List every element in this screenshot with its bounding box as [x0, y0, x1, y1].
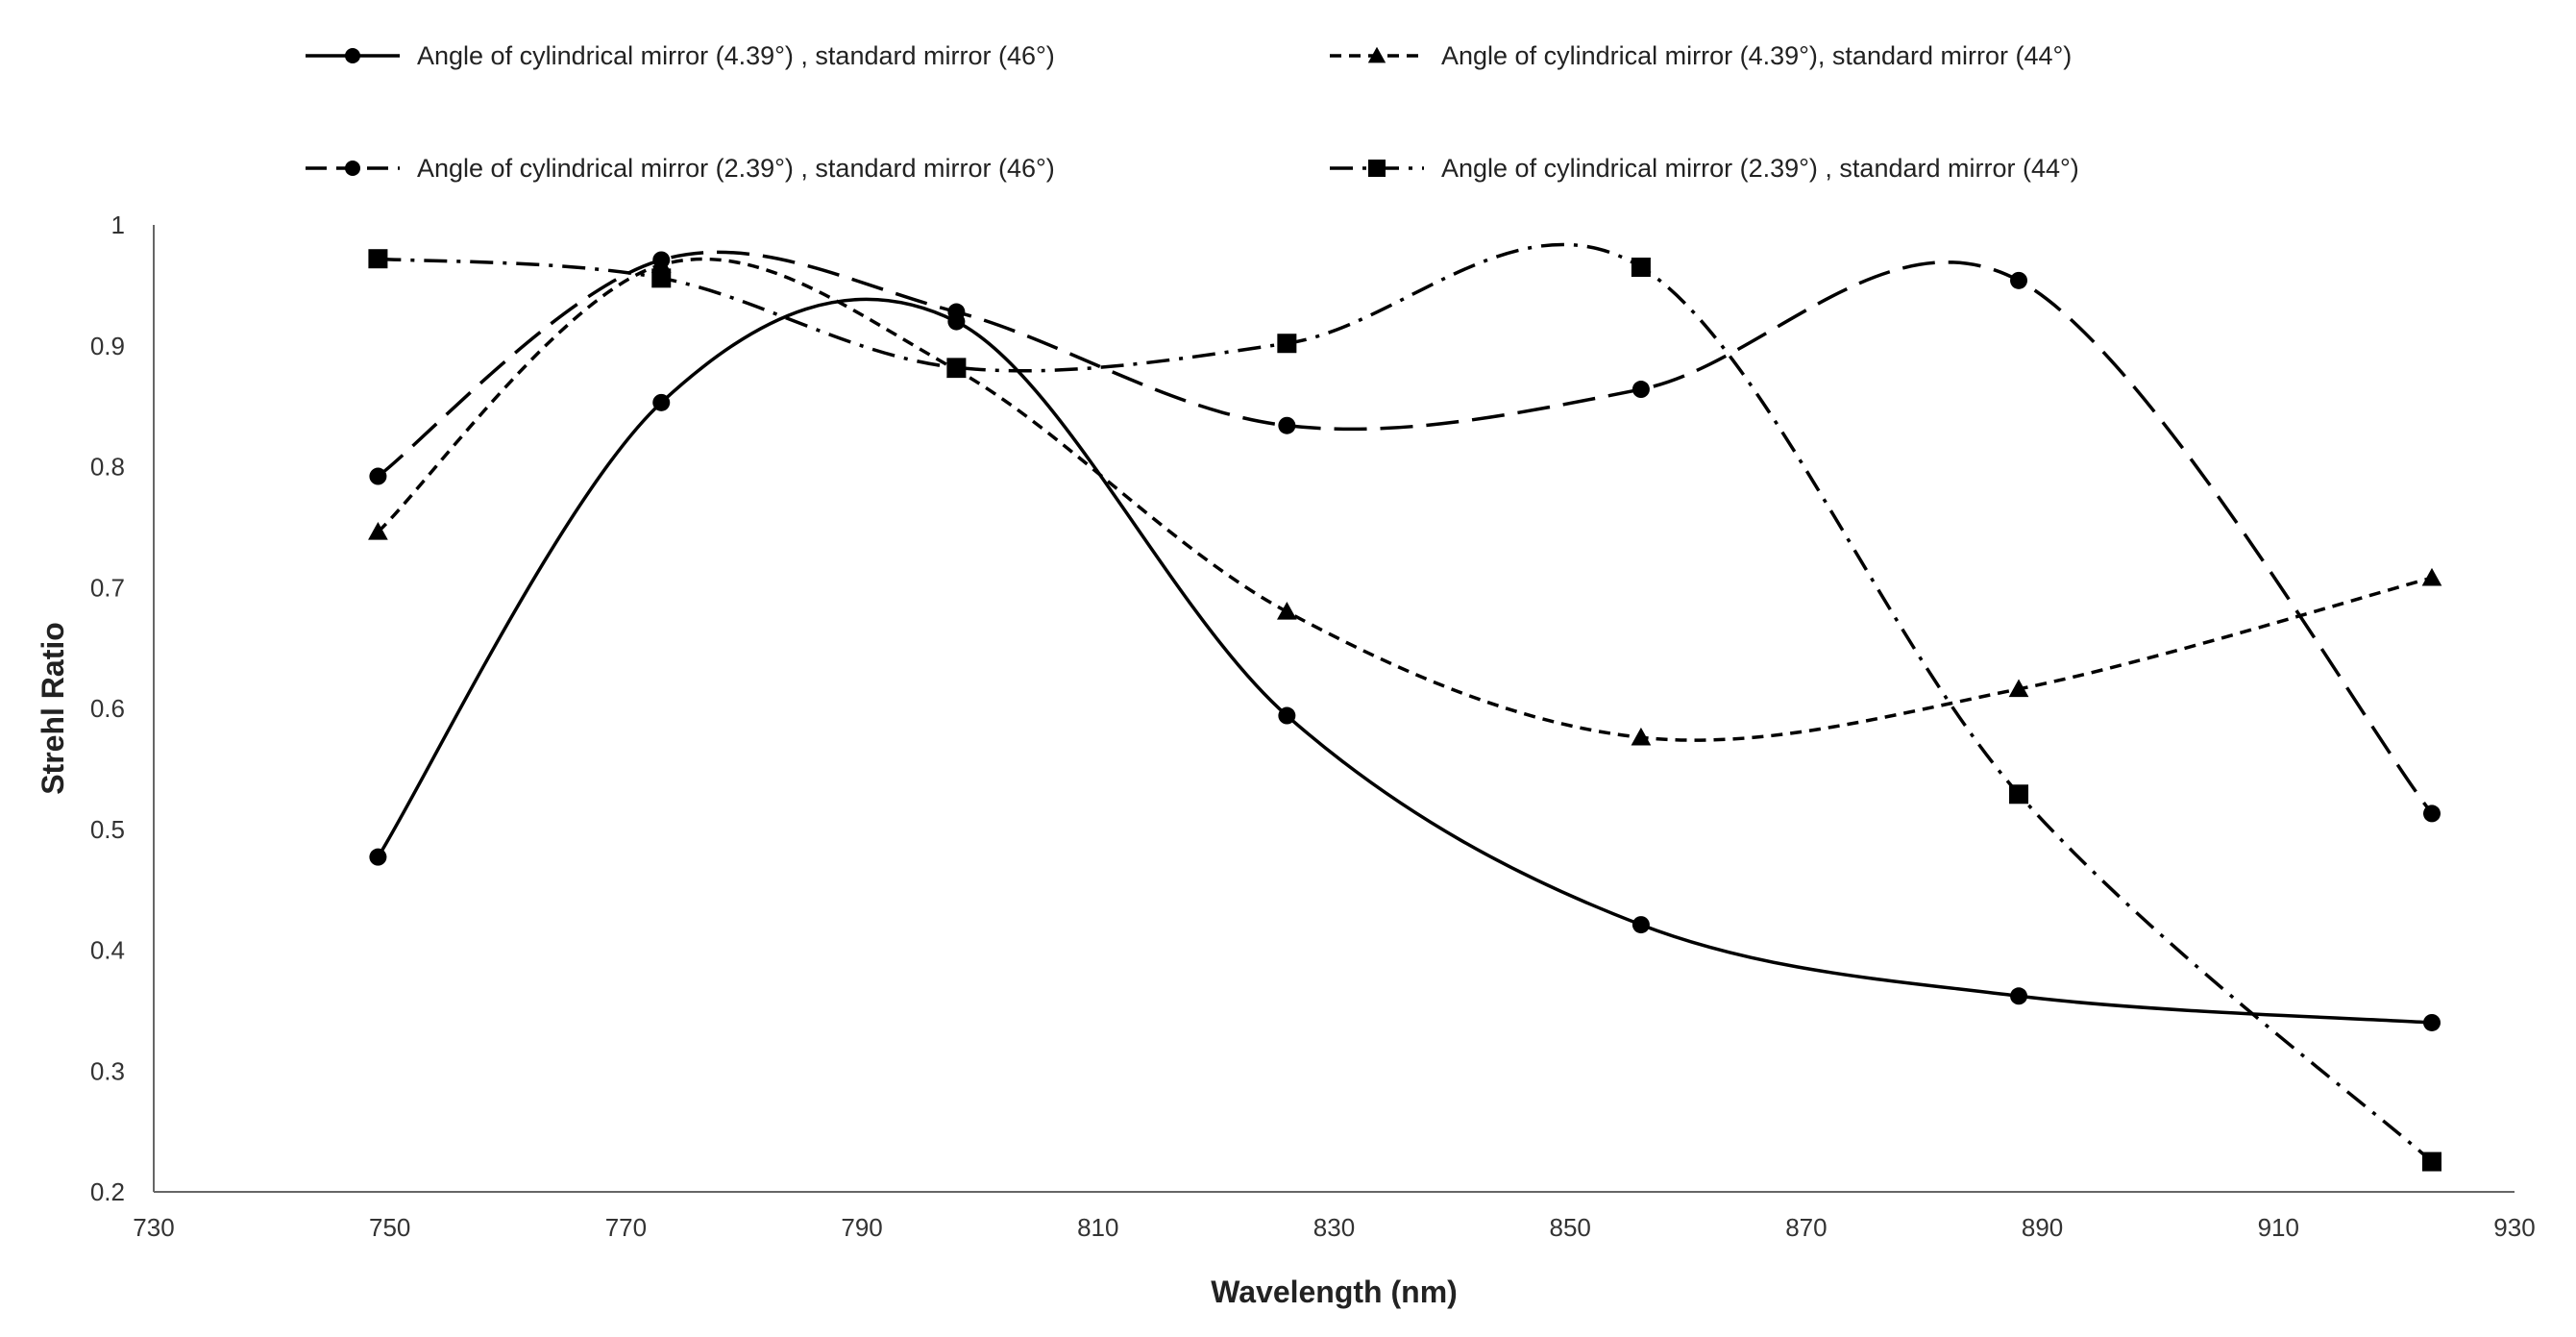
legend-marker-s2	[1367, 46, 1386, 63]
data-point-s1-749	[369, 848, 387, 866]
y-tick-label-0.7: 0.7	[90, 573, 125, 602]
data-point-s1-856	[1631, 916, 1650, 934]
legend-item-s2: Angle of cylindrical mirror (4.39°), sta…	[1330, 41, 2072, 70]
legend-marker-s4	[1368, 160, 1386, 177]
legend-label-s1: Angle of cylindrical mirror (4.39°) , st…	[417, 41, 1055, 70]
y-tick-label-0.4: 0.4	[90, 936, 125, 965]
data-point-s1-888	[2010, 987, 2028, 1005]
x-tick-label-730: 730	[133, 1213, 174, 1242]
data-point-s4-888	[2009, 784, 2029, 805]
data-point-s2-923	[2421, 567, 2442, 586]
legend-label-s3: Angle of cylindrical mirror (2.39°) , st…	[417, 154, 1055, 183]
data-point-s3-856	[1631, 381, 1650, 399]
data-point-s4-773	[651, 268, 672, 288]
y-tick-label-0.2: 0.2	[90, 1177, 125, 1206]
series-line-s2	[377, 257, 2433, 742]
x-tick-label-930: 930	[2493, 1213, 2535, 1242]
legend-item-s3: Angle of cylindrical mirror (2.39°) , st…	[306, 154, 1055, 183]
series-markers	[368, 249, 2442, 1172]
data-point-s3-798	[947, 303, 966, 321]
series-line-s4	[378, 242, 2434, 1163]
legend-item-s1: Angle of cylindrical mirror (4.39°) , st…	[306, 41, 1055, 70]
x-tick-label-850: 850	[1550, 1213, 1591, 1242]
legend: Angle of cylindrical mirror (4.39°) , st…	[306, 41, 2079, 183]
y-axis-title: Strehl Ratio	[36, 622, 70, 795]
legend-item-s4: Angle of cylindrical mirror (2.39°) , st…	[1330, 154, 2079, 183]
y-tick-label-1: 1	[111, 210, 125, 239]
data-point-s3-826	[1278, 416, 1296, 434]
x-tick-label-830: 830	[1313, 1213, 1355, 1242]
y-tick-label-0.9: 0.9	[90, 332, 125, 360]
tick-labels: 730 750 770 790 810 830 850 870 890 910 930 0.2 0.3 0…	[90, 210, 2536, 1242]
legend-label-s4: Angle of cylindrical mirror (2.39°) , st…	[1441, 154, 2079, 183]
data-point-s4-923	[2422, 1151, 2442, 1172]
legend-label-s2: Angle of cylindrical mirror (4.39°), sta…	[1441, 41, 2072, 70]
x-axis-title: Wavelength (nm)	[1211, 1275, 1458, 1309]
x-tick-label-790: 790	[841, 1213, 882, 1242]
data-point-s3-888	[2010, 271, 2028, 289]
data-point-s3-773	[652, 251, 671, 269]
series-line-s3	[377, 250, 2434, 815]
x-tick-label-870: 870	[1785, 1213, 1827, 1242]
data-point-s2-856	[1631, 727, 1652, 746]
data-point-s2-888	[2008, 679, 2029, 698]
data-point-s1-773	[652, 393, 671, 411]
y-tick-label-0.6: 0.6	[90, 694, 125, 723]
data-point-s4-749	[368, 249, 388, 269]
x-tick-label-910: 910	[2258, 1213, 2299, 1242]
series-line-s1	[376, 297, 2433, 1025]
data-point-s4-826	[1277, 334, 1297, 354]
data-point-s2-826	[1277, 602, 1297, 620]
data-point-s3-749	[369, 467, 387, 485]
data-point-s2-749	[368, 522, 388, 540]
x-tick-label-810: 810	[1077, 1213, 1118, 1242]
data-point-s1-826	[1278, 706, 1296, 725]
y-tick-label-0.8: 0.8	[90, 453, 125, 482]
x-tick-label-890: 890	[2022, 1213, 2063, 1242]
x-tick-label-770: 770	[605, 1213, 647, 1242]
data-point-s3-923	[2423, 805, 2441, 823]
y-tick-label-0.5: 0.5	[90, 815, 125, 844]
axes	[153, 225, 2515, 1193]
legend-marker-s1	[345, 48, 360, 63]
data-point-s1-923	[2423, 1013, 2441, 1031]
data-point-s4-798	[946, 358, 967, 378]
y-tick-label-0.3: 0.3	[90, 1056, 125, 1085]
data-point-s4-856	[1631, 258, 1651, 278]
x-tick-label-750: 750	[369, 1213, 410, 1242]
series-lines	[376, 242, 2434, 1163]
legend-marker-s3	[345, 161, 360, 176]
